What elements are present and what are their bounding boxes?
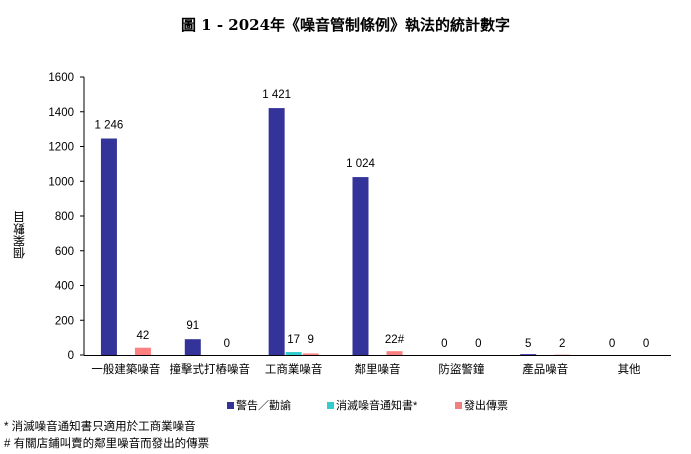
y-tick-label: 400 (55, 281, 74, 293)
legend-item-abatement: 消滅噪音通知書* (327, 397, 417, 413)
legend-label-warning: 警告／勸諭 (236, 400, 291, 412)
y-tick-label: 1200 (48, 142, 74, 154)
legend-swatch-summons (455, 401, 462, 409)
bar-0 (100, 138, 117, 355)
x-category-label: 防盜警鐘 (438, 362, 484, 376)
bar-0 (520, 354, 537, 355)
y-tick-label: 1600 (48, 72, 74, 84)
data-label: 91 (186, 320, 199, 332)
y-tick-label: 1000 (48, 176, 74, 188)
legend-swatch-warning (227, 401, 234, 409)
chart-title: 圖 1 - 2024年《噪音管制條例》執法的統計數字 (180, 16, 511, 34)
data-label: 0 (643, 338, 649, 350)
data-label: 1 246 (95, 120, 124, 132)
data-label: 0 (224, 338, 230, 350)
legend-item-summons: 發出傳票 (455, 397, 508, 413)
data-label: 0 (475, 338, 481, 350)
data-label: 0 (609, 338, 615, 350)
footnote-star: * 消滅噪音通知書只適用於工商業噪音 (4, 421, 196, 433)
data-label: 17 (287, 334, 300, 346)
bar-2 (134, 347, 151, 355)
x-category-label: 工商業噪音 (265, 362, 323, 376)
y-tick-label: 200 (55, 315, 74, 327)
bar-2 (302, 353, 319, 355)
y-tick-label: 800 (55, 211, 74, 223)
bar-0 (268, 108, 285, 355)
x-category-label: 產品噪音 (522, 362, 568, 376)
bar-0 (352, 177, 369, 355)
legend-label-abatement: 消滅噪音通知書* (336, 400, 418, 412)
bar-0 (184, 339, 201, 355)
x-category-label: 鄰里噪音 (355, 362, 401, 376)
data-label: 0 (441, 338, 447, 350)
data-label: 42 (137, 330, 150, 342)
legend-label-summons: 發出傳票 (464, 400, 508, 412)
legend-swatch-abatement (327, 401, 334, 409)
footnote-hash: # 有關店鋪叫賣的鄰里噪音而發出的傳票 (4, 438, 210, 450)
x-category-label: 一般建築噪音 (91, 362, 160, 376)
data-label: 5 (525, 338, 531, 350)
y-tick-label: 600 (55, 246, 74, 258)
x-category-label: 撞擊式打樁噪音 (170, 362, 251, 376)
legend-item-warning: 警告／勸諭 (227, 397, 291, 413)
x-category-label: 其他 (618, 362, 641, 376)
data-label: 22# (385, 334, 405, 346)
bar-1 (285, 352, 302, 355)
y-tick-label: 0 (68, 350, 74, 362)
data-label: 1 024 (346, 158, 375, 170)
bar-2 (386, 351, 403, 355)
y-tick-label: 1400 (48, 107, 74, 119)
data-label: 2 (559, 338, 565, 350)
data-label: 9 (307, 334, 313, 346)
data-label: 1 421 (262, 89, 291, 101)
